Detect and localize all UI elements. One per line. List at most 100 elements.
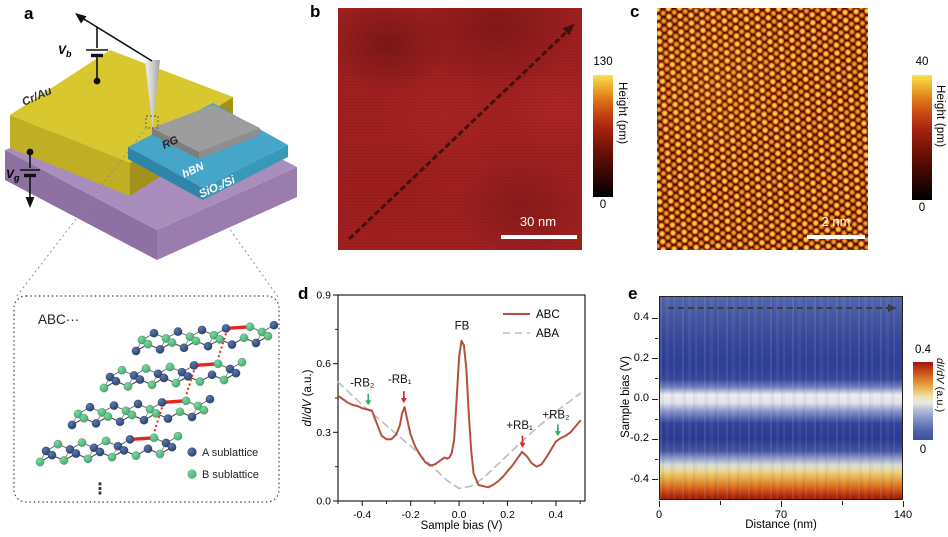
axis-tick [780, 501, 782, 507]
height-colorbar-b [593, 75, 613, 197]
gate-arrowhead [25, 197, 35, 208]
scalebar [807, 235, 865, 239]
peak-arrowhead [365, 400, 372, 406]
axis-tick [655, 418, 658, 420]
peak-label: -RB₁ [388, 374, 412, 386]
peak-label: +RB₁ [506, 420, 533, 432]
legend-a-sublattice-dot [187, 447, 197, 457]
peak-arrowhead [519, 442, 526, 448]
bias-voltage-label: Vb [58, 43, 72, 59]
curve-abc [337, 339, 582, 489]
panel-letter-e: e [628, 284, 638, 303]
stm-tip [145, 60, 160, 128]
panel-letter-c: c [630, 2, 640, 21]
x-tick-label: 0.0 [452, 509, 467, 521]
bias-wire-diagonal [78, 15, 153, 62]
substrate-front-face [5, 150, 157, 260]
electrode-front-face [10, 115, 130, 196]
colorbar-max-c: 40 [915, 56, 929, 68]
stm-topography-image: 30 nm [338, 8, 582, 250]
peak-label: +RB₂ [542, 410, 569, 422]
y-tick-label: 0.0 [316, 496, 331, 508]
gate-voltage-label: Vg [6, 167, 20, 183]
colorbar-min-c: 0 [918, 202, 926, 214]
flake-top-face [152, 105, 260, 152]
axis-tick [902, 501, 904, 507]
colorbar-label-b: Height (pm) [616, 82, 628, 145]
colorbar-min-e: 0 [919, 444, 927, 456]
x-tick-label: -0.4 [353, 509, 371, 521]
height-colorbar-c [912, 75, 932, 200]
abc-lattice-drawing [35, 320, 279, 467]
substrate-side-face [157, 167, 297, 260]
scalebar-label: 30 nm [519, 214, 557, 229]
colorbar-min-b: 0 [599, 199, 607, 211]
axis-tick [652, 317, 658, 319]
hbn-front-face [128, 147, 203, 200]
scanline-arrowhead [888, 304, 897, 313]
flake-side-face [199, 128, 260, 159]
zoom-connector-left [15, 127, 147, 298]
didv-spectra-chart: -0.4 -0.2 0.0 0.2 0.4 0.0 0.3 0.6 0.9 Sample bias… [302, 290, 586, 532]
x-tick-label: 0.4 [549, 509, 564, 521]
scanline-arrow [668, 304, 897, 313]
hbn-side-face [203, 145, 288, 200]
bias-contact-dot [93, 77, 101, 85]
axis-tick [655, 378, 658, 380]
scanline-texture [338, 8, 582, 250]
legend-b-sublattice-dot [187, 469, 197, 479]
peak-label: -RB₂ [350, 378, 374, 390]
axis-tick [652, 398, 658, 400]
x-tick-label: 0.2 [500, 509, 515, 521]
curve-aba [337, 381, 582, 490]
axis-tick [658, 501, 660, 507]
x-tick-label: -0.2 [402, 509, 420, 521]
scalebar-label: 2 nm [821, 214, 851, 229]
axis-tick [719, 501, 721, 505]
heatmap-streak-texture [660, 297, 902, 499]
axis-tick [655, 337, 658, 339]
colorbar-label-c: Height (pm) [934, 85, 946, 148]
tick-label: 0.2 [633, 351, 649, 364]
peak-label: FB [455, 320, 470, 332]
y-tick-label: 0.6 [316, 358, 331, 370]
y-axis-label: dI/dV (a.u.) [302, 369, 314, 426]
tick-label: 70 [774, 509, 788, 521]
colorbar-max-b: 130 [593, 56, 613, 68]
tick-label: -0.2 [630, 432, 649, 445]
tip-apex-marker [145, 115, 159, 129]
stacking-ellipsis: ⋮ [92, 481, 108, 498]
bias-arrowhead [75, 13, 87, 24]
legend-label-abc: ABC [536, 309, 560, 321]
didv-colorbar [913, 362, 933, 440]
legend-b-sublattice-label: B sublattice [202, 469, 259, 481]
panel-letter-d: d [298, 284, 309, 303]
atomic-resolution-image: 2 nm [657, 8, 868, 250]
tick-label: -0.4 [630, 472, 649, 485]
tick-label: 140 [893, 509, 913, 521]
peak-arrowhead [554, 431, 561, 437]
tick-label: 0.0 [633, 392, 649, 404]
axis-tick [652, 438, 658, 440]
colorbar-label-e: dI/dV (a.u.) [934, 358, 946, 413]
panel-letter-a: a [24, 4, 34, 23]
device-schematic: Vb Vg Cr/Au RG hBN SiO₂/Si ABC··· ⋮ A su… [5, 13, 297, 503]
axis-tick [655, 459, 658, 461]
heatmap-xlabel: Distance (nm) [745, 519, 817, 531]
y-tick-label: 0.3 [316, 427, 331, 439]
lattice-inset-box [13, 295, 280, 503]
peak-arrowhead [400, 398, 407, 404]
flake-front-face [152, 128, 199, 159]
tick-label: 0.4 [633, 311, 649, 324]
legend-label-aba: ABA [536, 328, 559, 340]
axis-tick [652, 358, 658, 360]
legend-a-sublattice-label: A sublattice [202, 447, 258, 459]
gate-contact-dot [26, 148, 34, 156]
axis-tick [652, 479, 658, 481]
x-axis-label: Sample bias (V) [421, 520, 503, 532]
scalebar [501, 235, 577, 239]
y-tick-label: 0.9 [316, 290, 331, 302]
electrode-top-face [10, 50, 233, 163]
axis-tick [841, 501, 843, 505]
